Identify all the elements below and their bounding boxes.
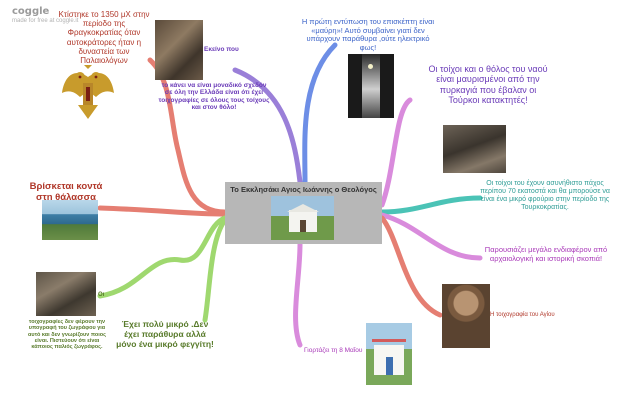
node-painter-body[interactable]: τοιχογραφίες δεν φέρουν την υπογραφή του… bbox=[27, 319, 106, 351]
sea-photo bbox=[42, 200, 98, 240]
node-first-impression[interactable]: Η πρώτη εντύπωση του επισκέπτη είναι «μα… bbox=[301, 17, 435, 52]
church-front-photo bbox=[366, 323, 412, 385]
node-saint-fresco[interactable]: Η τοιχογραφία του Αγίου bbox=[490, 312, 555, 318]
central-node[interactable]: Το Εκκλησάκι Αγιος Ιωάννης ο Θεολόγος bbox=[225, 182, 382, 244]
node-frescoes-head[interactable]: Εκείνο που bbox=[204, 46, 239, 53]
branch-feast-day bbox=[293, 241, 303, 348]
central-title: Το Εκκλησάκι Αγιος Ιωάννης ο Θεολόγος bbox=[230, 185, 377, 194]
fresco-photo bbox=[155, 20, 203, 80]
node-walls-thick[interactable]: Οι τοίχοι του έχουν ασυνήθιστο πάχος περ… bbox=[480, 180, 610, 212]
node-frescoes-body[interactable]: το κάνει να είναι μοναδικό σχεδόν σε όλη… bbox=[158, 82, 270, 112]
byzantine-eagle-icon bbox=[60, 63, 116, 123]
coggle-logo: coggle bbox=[12, 6, 50, 17]
node-interest[interactable]: Παρουσιάζει μεγάλο ενδιαφέρον από αρχαιο… bbox=[484, 245, 608, 263]
church-photo bbox=[271, 196, 334, 240]
coggle-logo-subtitle: made for free at coggle.it bbox=[12, 18, 79, 24]
dark-interior-photo bbox=[348, 54, 394, 118]
branch-small bbox=[202, 217, 228, 323]
saint-fresco-photo bbox=[442, 284, 490, 348]
branch-interest bbox=[379, 212, 483, 261]
branch-first-impression bbox=[302, 42, 338, 185]
branch-painter bbox=[97, 215, 228, 299]
node-painter-head[interactable]: Οι bbox=[98, 292, 105, 298]
branch-walls bbox=[379, 195, 483, 215]
node-dome-blackened[interactable]: Οι τοίχοι και ο θόλος του ναού είναι μαυ… bbox=[428, 64, 548, 106]
dome-photo bbox=[443, 125, 506, 173]
node-by-sea[interactable]: Βρίσκεται κοντά στη θάλασσα bbox=[29, 181, 103, 203]
branch-history bbox=[147, 57, 228, 215]
node-history[interactable]: Κτίστηκε το 1350 μΧ στην περίοδο της Φρα… bbox=[58, 10, 150, 65]
branch-dome bbox=[379, 97, 413, 208]
branch-sea bbox=[97, 205, 228, 217]
node-small[interactable]: Έχει πολύ μικρό .Δεν έχει παράθυρα αλλά … bbox=[116, 319, 214, 349]
painter-fresco-photo bbox=[36, 272, 96, 316]
node-feast-day[interactable]: Γιορτάζει τη 8 Μαΐου bbox=[304, 347, 363, 354]
branch-saint-fresco bbox=[379, 215, 443, 318]
branch-frescoes bbox=[232, 67, 303, 185]
